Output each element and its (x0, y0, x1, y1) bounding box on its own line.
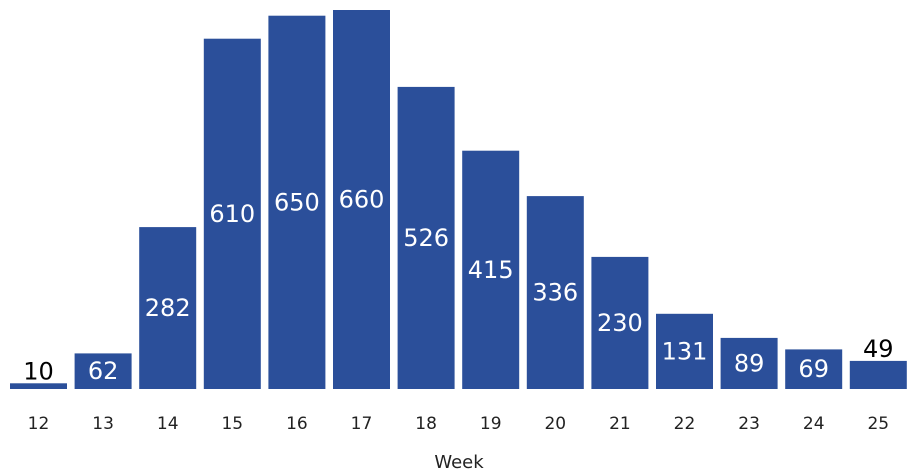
value-label-week-13: 62 (88, 357, 119, 385)
bar-week-13 (74, 353, 132, 389)
bar-week-25 (849, 360, 907, 389)
value-label-week-15: 610 (209, 200, 255, 228)
value-label-week-24: 69 (798, 355, 829, 383)
bar-week-22 (656, 313, 713, 389)
x-tick-label-14: 14 (157, 414, 179, 434)
bar-week-12 (10, 383, 67, 389)
bar-week-24 (785, 349, 843, 389)
bars-group (10, 10, 907, 390)
bar-week-20 (526, 196, 584, 389)
bar-week-17 (333, 10, 390, 389)
value-label-week-21: 230 (597, 309, 643, 337)
value-label-week-14: 282 (145, 294, 191, 322)
x-tick-label-15: 15 (221, 414, 243, 434)
value-label-week-18: 526 (403, 224, 449, 252)
value-label-week-20: 336 (532, 279, 578, 307)
x-tick-label-17: 17 (351, 414, 373, 434)
x-tick-label-13: 13 (92, 414, 114, 434)
bar-week-14 (139, 227, 197, 389)
x-tick-label-24: 24 (803, 414, 825, 434)
x-tick-label-25: 25 (867, 414, 889, 434)
x-tick-label-22: 22 (674, 414, 696, 434)
bar-week-23 (720, 337, 778, 389)
bar-week-15 (203, 38, 261, 389)
bar-week-18 (397, 86, 455, 390)
bar-week-19 (462, 150, 520, 389)
value-label-week-25: 49 (863, 335, 894, 363)
x-tick-label-21: 21 (609, 414, 631, 434)
x-axis-title: Week (434, 452, 484, 473)
value-label-week-19: 415 (468, 256, 514, 284)
x-tick-label-20: 20 (544, 414, 566, 434)
x-tick-label-23: 23 (738, 414, 760, 434)
x-axis-tick-labels: 12 13 14 15 16 17 18 19 20 21 22 23 24 25 (28, 414, 889, 434)
bar-week-16 (268, 15, 326, 389)
value-label-week-23: 89 (734, 349, 765, 377)
value-label-week-16: 650 (274, 188, 320, 216)
value-label-week-22: 131 (662, 337, 708, 365)
value-label-week-12: 10 (23, 357, 54, 385)
value-label-week-17: 660 (339, 186, 385, 214)
value-labels-group: 10 62 282 610 650 660 526 415 336 230 131 89 69 49 (23, 186, 893, 386)
x-tick-label-16: 16 (286, 414, 308, 434)
x-tick-label-19: 19 (480, 414, 502, 434)
bar-week-21 (591, 256, 649, 389)
x-tick-label-12: 12 (28, 414, 50, 434)
x-tick-label-18: 18 (415, 414, 437, 434)
